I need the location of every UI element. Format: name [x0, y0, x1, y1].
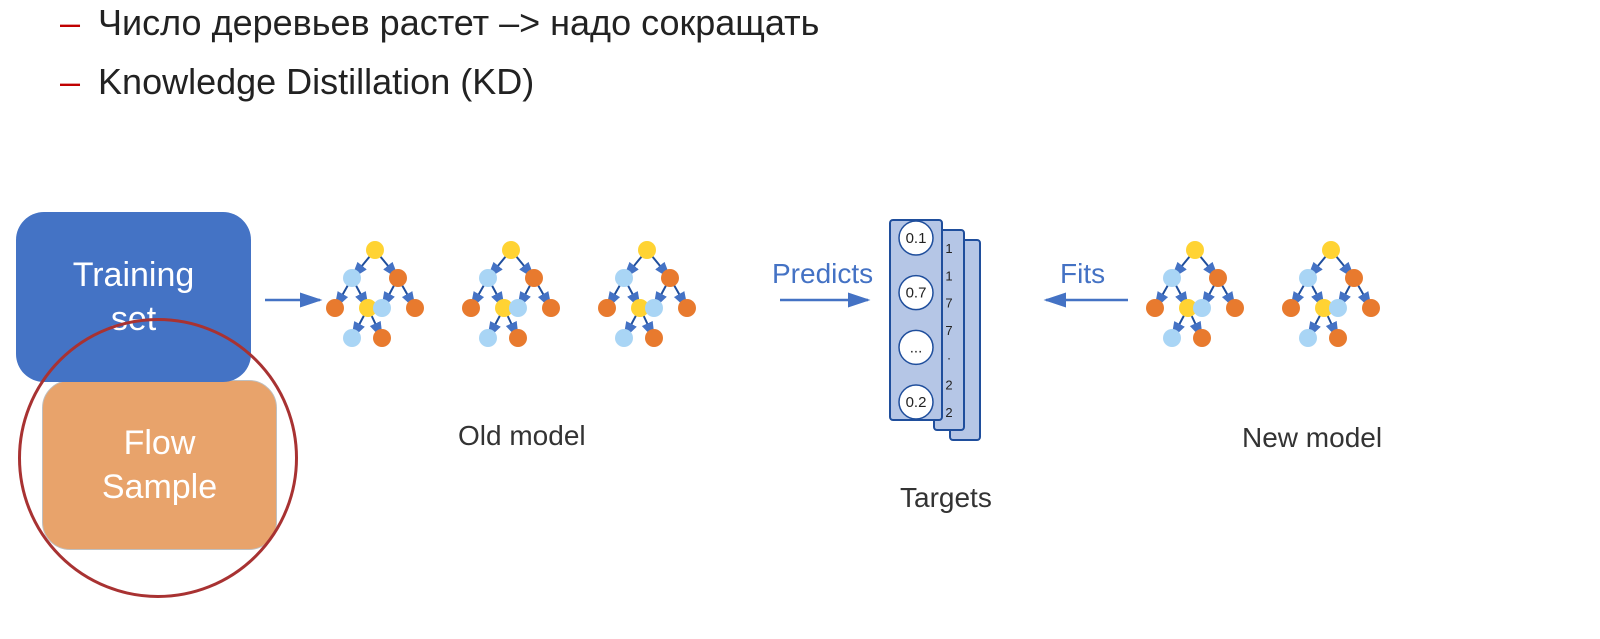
predicts-label: Predicts [772, 258, 873, 290]
bullet-text: Knowledge Distillation (KD) [98, 59, 534, 106]
svg-text:0.7: 0.7 [906, 285, 927, 302]
bullet-item: – Knowledge Distillation (KD) [60, 59, 1540, 106]
svg-text:...: ... [910, 339, 923, 356]
svg-text:2: 2 [945, 378, 952, 393]
svg-text:·: · [947, 350, 951, 365]
kd-diagram: Trainingset FlowSample 1 1 7 7 · 2 2 0.1 0.7... 0… [0, 190, 1600, 639]
svg-text:1: 1 [945, 268, 952, 283]
svg-text:7: 7 [945, 296, 952, 311]
bullet-text: Число деревьев растет –> надо сокращать [98, 0, 819, 47]
flow-sample-label: FlowSample [102, 421, 217, 509]
svg-text:7: 7 [945, 323, 952, 338]
svg-text:0.1: 0.1 [906, 230, 927, 247]
bullet-item: – Число деревьев растет –> надо сокращат… [60, 0, 1540, 47]
bullet-dash: – [60, 59, 80, 106]
svg-text:2: 2 [945, 405, 952, 420]
training-set-box: Trainingset [16, 212, 251, 382]
old-model-label: Old model [458, 420, 586, 452]
targets-label: Targets [900, 482, 992, 514]
flow-sample-box: FlowSample [42, 380, 277, 550]
svg-text:1: 1 [945, 241, 952, 256]
bullet-dash: – [60, 0, 80, 47]
training-set-label: Trainingset [73, 253, 195, 341]
svg-text:0.2: 0.2 [906, 394, 927, 411]
bullet-list: – Число деревьев растет –> надо сокращат… [0, 0, 1600, 106]
new-model-label: New model [1242, 422, 1382, 454]
fits-label: Fits [1060, 258, 1105, 290]
